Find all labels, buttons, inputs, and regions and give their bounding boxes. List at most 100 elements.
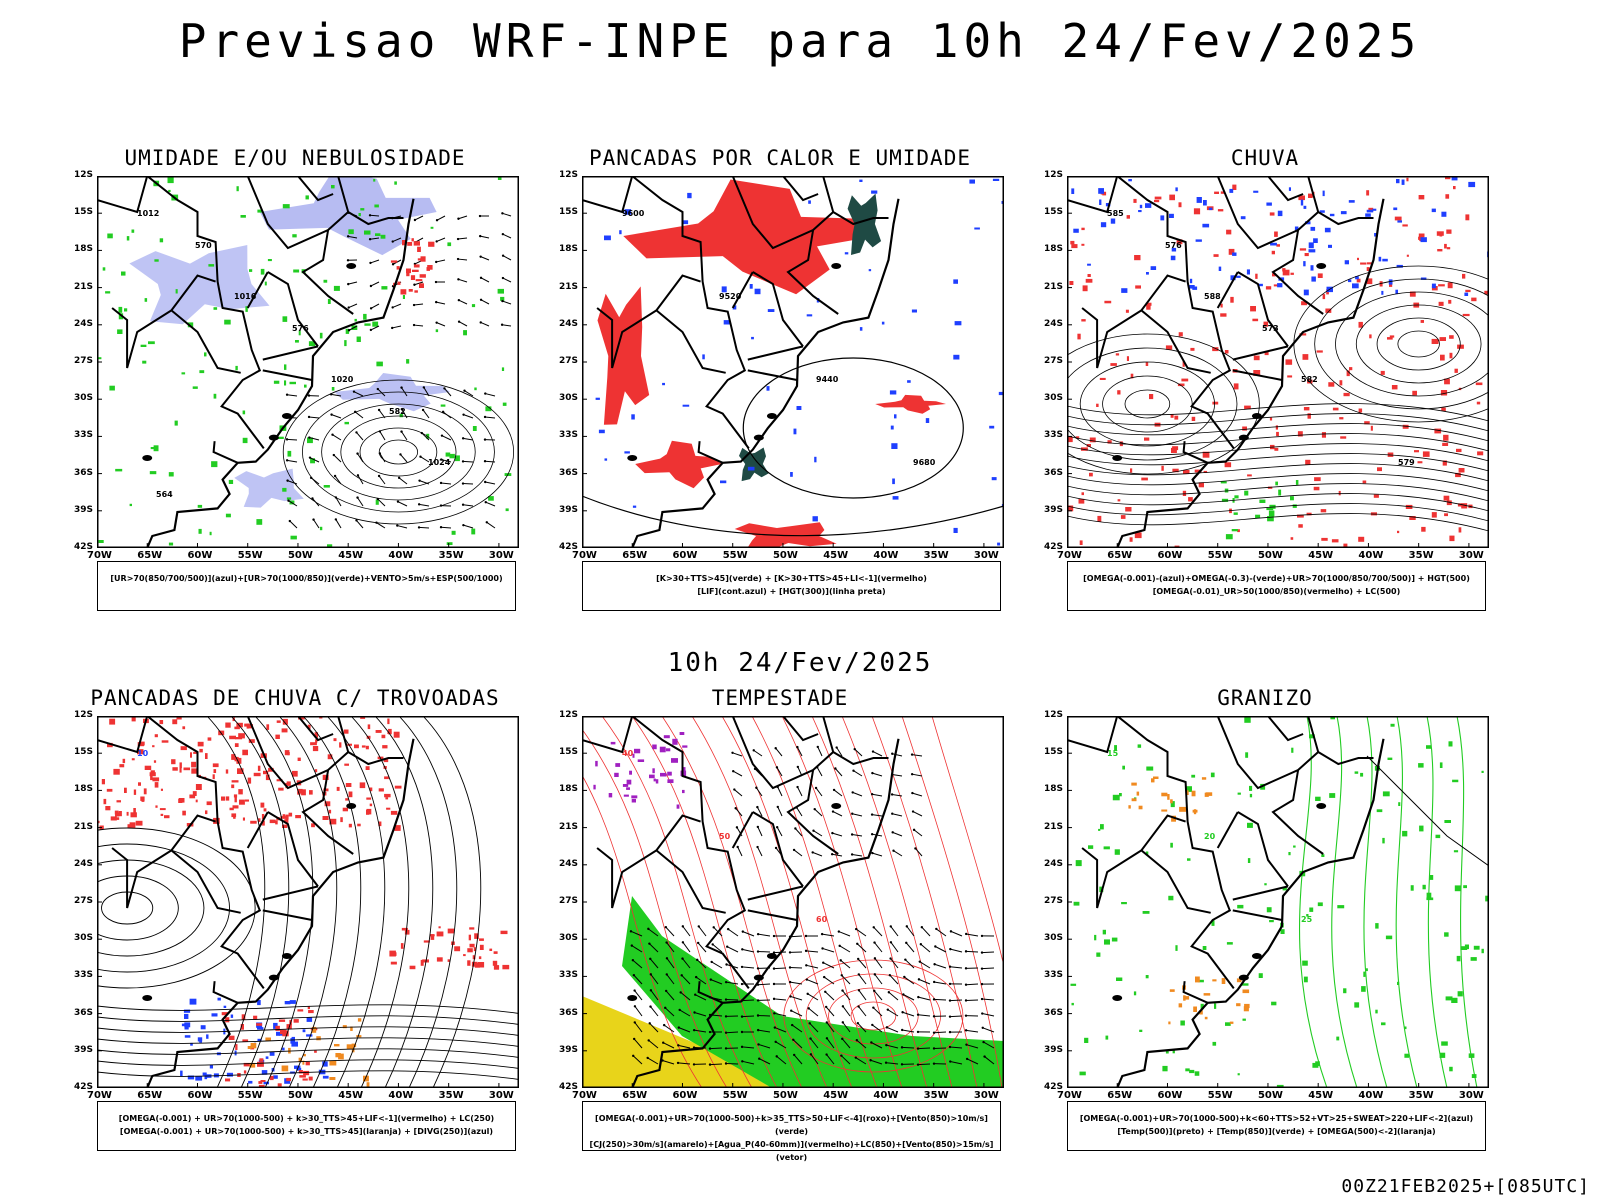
wind-arrow (757, 1014, 771, 1017)
arrow-head (932, 980, 936, 984)
field-pixel (1220, 191, 1226, 194)
field-pixel (1233, 512, 1238, 515)
field-pixel (1300, 199, 1304, 206)
wind-arrow (832, 832, 843, 837)
field-pixel (1358, 321, 1363, 328)
field-pixel (1302, 354, 1309, 360)
arrow-head (788, 966, 792, 969)
field-pixel (1337, 905, 1345, 909)
field-pixel (364, 323, 371, 326)
wind-arrow (742, 948, 755, 953)
field-pixel (1134, 532, 1142, 539)
lat-label: 15S (559, 207, 579, 218)
wind-arrow (457, 258, 468, 261)
country-state-border (1081, 307, 1211, 374)
field-pixel (105, 291, 111, 294)
field-pixel (604, 458, 608, 461)
country-state-border (1232, 885, 1289, 901)
wind-arrow (370, 325, 380, 331)
arrow-head (479, 276, 483, 280)
field-pixel (1484, 290, 1488, 295)
wind-arrow (758, 1043, 771, 1049)
wind-arrow (913, 829, 923, 837)
field-pixel (463, 330, 467, 336)
wind-arrow (835, 768, 843, 777)
field-pixel (447, 928, 454, 934)
field-pixel (366, 1082, 370, 1087)
arrow-head (457, 278, 460, 281)
arrow-head (724, 1031, 728, 1034)
arrow-head (904, 958, 907, 961)
wind-arrow (857, 1022, 867, 1033)
streamline (230, 716, 290, 1088)
arrow-head (914, 847, 917, 850)
field-pixel (1175, 187, 1178, 192)
field-pixel (687, 192, 692, 199)
arrow-head (789, 995, 792, 998)
field-pixel (199, 1040, 202, 1043)
wind-arrow (757, 983, 771, 986)
field-pixel (1228, 248, 1235, 255)
field-pixel (1346, 370, 1350, 377)
contour-label: 570 (195, 241, 212, 250)
field-pixel (282, 1030, 289, 1037)
field-pixel (436, 931, 444, 937)
field-pixel (375, 499, 379, 505)
field-pixel (1288, 852, 1291, 856)
contour-line (1335, 291, 1489, 397)
wind-arrow (852, 834, 863, 837)
contour-line (1102, 375, 1193, 433)
arrow-head (910, 772, 914, 776)
field-pixel (623, 794, 629, 797)
field-pixel (891, 443, 898, 449)
lat-label: 18S (559, 784, 579, 795)
field-pixel (369, 803, 373, 807)
field-pixel (1185, 1068, 1190, 1072)
field-pixel (1087, 263, 1091, 266)
field-pixel (1336, 1036, 1340, 1041)
field-pixel (493, 951, 498, 954)
contour-line (1363, 716, 1388, 1088)
arrow-head (741, 1060, 744, 1063)
field-pixel (427, 265, 433, 270)
wind-arrow (502, 277, 512, 283)
field-pixel (1253, 355, 1260, 361)
lon-label: 30W (973, 550, 999, 561)
arrow-head (664, 989, 668, 993)
arrow-head (479, 298, 483, 301)
field-pixel (346, 1044, 354, 1050)
wind-arrow (789, 966, 803, 969)
wind-arrow (486, 521, 496, 529)
arrow-head (816, 745, 819, 749)
field-pixel (1307, 379, 1313, 384)
field-pixel (474, 387, 477, 391)
field-pixel (1122, 765, 1125, 770)
field-pixel (1402, 224, 1408, 227)
arrow-head (965, 1057, 969, 1061)
field-pixel (226, 1072, 233, 1077)
field-pixel (749, 284, 753, 289)
wind-arrow (886, 1026, 899, 1033)
field-pixel (1317, 902, 1323, 907)
field-pixel (1436, 231, 1444, 236)
field-pixel (1178, 1003, 1183, 1008)
field-pixel (1268, 510, 1275, 517)
field-pixel (155, 805, 158, 808)
field-pixel (357, 823, 361, 827)
arrow-head (900, 1046, 904, 1049)
field-pixel (631, 798, 636, 803)
arrow-head (332, 453, 336, 457)
wind-arrow (918, 978, 931, 985)
arrow-head (772, 997, 776, 1001)
arrow-head (856, 1022, 860, 1025)
map-hail: 15 20 25 (1067, 716, 1489, 1088)
field-pixel (1174, 415, 1179, 420)
arrow-head (457, 320, 461, 323)
field-pixel (224, 319, 231, 325)
field-pixel (1271, 250, 1275, 255)
field-pixel (1457, 344, 1464, 349)
wind-arrow (903, 994, 915, 1001)
field-pixel (1131, 798, 1137, 802)
field-pixel (1193, 208, 1201, 215)
field-pixel (366, 809, 370, 815)
